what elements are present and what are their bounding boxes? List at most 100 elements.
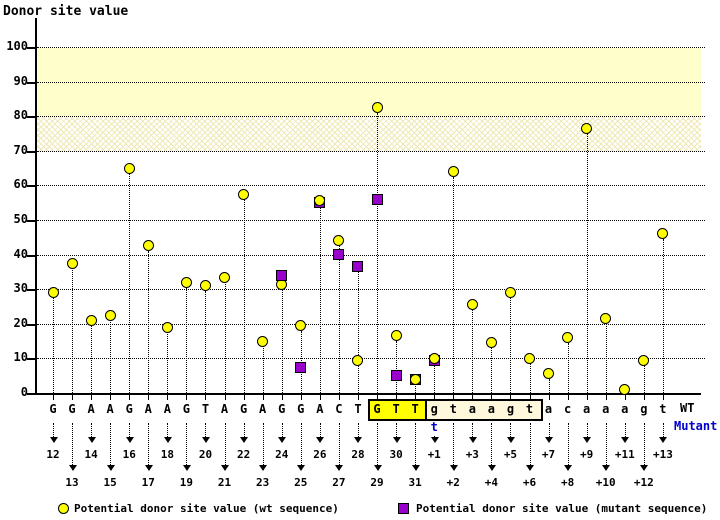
gridline-90 <box>37 81 705 83</box>
position-label: +11 <box>614 448 635 461</box>
stem <box>129 173 131 393</box>
exon-gtt-highlight <box>369 401 425 419</box>
position-arrow-line <box>605 423 607 465</box>
mutant-point <box>390 370 402 382</box>
wt-point <box>104 309 116 321</box>
x-axis-tick <box>434 395 436 400</box>
position-arrow-line <box>319 423 321 437</box>
position-label: 23 <box>256 476 270 489</box>
stem <box>472 309 474 393</box>
stem <box>186 287 188 393</box>
wt-point <box>524 352 535 364</box>
position-label: 12 <box>46 448 60 461</box>
position-label: 18 <box>160 448 174 461</box>
wt-point <box>142 240 154 252</box>
x-axis-tick <box>72 395 74 400</box>
x-axis-tick <box>510 395 512 400</box>
position-arrow-icon <box>640 465 649 471</box>
wt-point <box>600 313 612 325</box>
position-label: +1 <box>427 448 441 461</box>
sequence-base-wt: G <box>239 402 248 416</box>
position-arrow-line <box>243 423 245 437</box>
position-arrow-icon <box>583 437 592 443</box>
position-label: +4 <box>484 476 498 489</box>
x-axis-tick <box>281 395 283 400</box>
sequence-base-wt: g <box>506 402 515 416</box>
position-label: +12 <box>633 476 654 489</box>
wt-point <box>66 257 78 269</box>
position-label: +13 <box>652 448 673 461</box>
position-label: +3 <box>465 448 479 461</box>
sequence-base-mutant: t <box>430 420 438 434</box>
position-label: 26 <box>313 448 327 461</box>
y-tick-mark <box>27 116 35 119</box>
position-label: +5 <box>503 448 518 461</box>
x-axis-tick <box>319 395 321 400</box>
gridline-10 <box>37 358 705 360</box>
highlight-box-divider <box>424 401 427 419</box>
position-arrow-line <box>548 423 550 437</box>
x-axis-tick <box>624 395 626 400</box>
x-axis-tick <box>110 395 112 400</box>
wt-point <box>295 320 307 332</box>
position-arrow-icon <box>602 465 611 471</box>
position-arrow-icon <box>335 465 344 471</box>
position-arrow-line <box>72 423 74 465</box>
x-axis-tick <box>548 395 550 400</box>
position-arrow-line <box>415 423 417 465</box>
sequence-base-wt: a <box>583 402 591 416</box>
position-label: 24 <box>275 448 289 461</box>
y-tick-mark <box>27 323 35 326</box>
wt-row-label: WT <box>680 401 695 415</box>
stem <box>281 280 283 393</box>
sequence-base-wt: G <box>182 402 191 416</box>
y-tick-mark <box>27 393 35 395</box>
sequence-base-wt: a <box>544 402 553 416</box>
wt-point <box>314 195 326 207</box>
sequence-base-wt: c <box>563 402 572 416</box>
wt-point <box>371 102 383 114</box>
position-arrow-icon <box>316 437 325 443</box>
sequence-base-wt: t <box>659 402 667 416</box>
stem <box>662 238 664 393</box>
wt-point <box>219 271 231 283</box>
position-arrow-icon <box>221 465 230 471</box>
stem <box>434 363 436 393</box>
x-axis-tick <box>567 395 569 400</box>
x-axis-tick <box>129 395 131 400</box>
x-axis-tick <box>53 395 54 400</box>
y-tick-label: 30 <box>13 281 28 296</box>
y-tick-mark <box>27 289 35 292</box>
position-arrow-icon <box>506 437 515 443</box>
sequence-base-wt: a <box>487 402 495 416</box>
stem <box>167 332 169 393</box>
position-label: +7 <box>541 448 556 461</box>
x-axis-tick <box>167 395 169 400</box>
y-tick-label: 0 <box>20 385 28 399</box>
stem <box>567 342 569 393</box>
stem <box>396 340 398 393</box>
position-label: 22 <box>236 448 251 461</box>
sequence-base-wt: t <box>449 402 457 416</box>
position-arrow-line <box>491 423 493 465</box>
y-tick-label: 20 <box>13 315 28 330</box>
stem <box>453 176 455 393</box>
wt-point <box>180 276 192 288</box>
mutant-point <box>276 269 288 281</box>
sequence-base-wt: G <box>68 402 76 416</box>
y-tick-mark <box>27 220 35 222</box>
position-arrow-line <box>91 423 93 437</box>
wt-point <box>257 335 269 347</box>
sequence-base-wt: t <box>525 402 534 416</box>
position-label: 16 <box>122 448 136 461</box>
sequence-base-wt: A <box>220 402 229 416</box>
stem <box>72 268 74 393</box>
position-label: 27 <box>332 476 346 489</box>
sequence-base-wt: G <box>297 402 305 416</box>
x-axis-tick <box>338 395 340 400</box>
stem <box>491 347 493 393</box>
sequence-base-wt: C <box>335 402 343 416</box>
gridline-40 <box>37 254 705 256</box>
y-tick-label: 100 <box>6 39 28 53</box>
wt-point <box>562 332 574 344</box>
